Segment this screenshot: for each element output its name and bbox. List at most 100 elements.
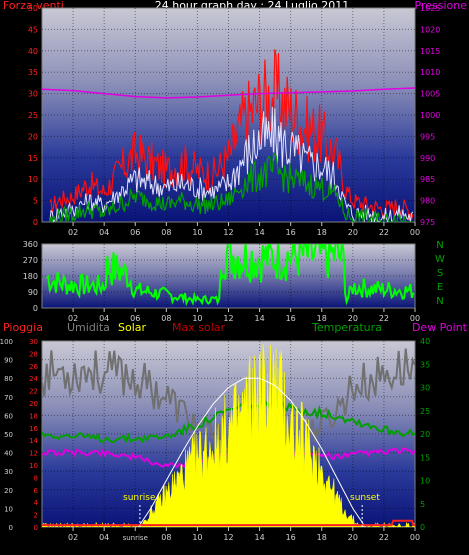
legend-row: Pioggia Umidita Solar Max solar Temperat… — [3, 321, 468, 334]
rain-axis-tick: 10 — [29, 462, 38, 470]
temp-axis-tick: 0 — [420, 523, 425, 532]
rain-axis-tick: 18 — [29, 412, 38, 420]
x-tick-label: 20 — [348, 314, 358, 323]
pressure-axis-tick: 1000 — [420, 111, 440, 120]
rain-axis-tick: 0 — [34, 524, 38, 532]
pressure-axis-tick: 1025 — [420, 4, 440, 13]
rain-axis-tick: 12 — [29, 450, 38, 458]
x-tick-label: 12 — [223, 533, 233, 542]
pressure-axis-tick: 975 — [420, 218, 435, 227]
humidity-label: Umidita — [67, 321, 110, 334]
x-tick-label: 00 — [410, 228, 420, 237]
temp-axis-tick: 20 — [420, 430, 430, 439]
x-tick-label: 08 — [161, 228, 171, 237]
direction-axis-tick: 180 — [23, 272, 38, 281]
wind-axis-tick: 50 — [28, 4, 38, 13]
dew-point-label: Dew Point — [412, 321, 468, 334]
direction-axis-tick: 90 — [28, 288, 38, 297]
humidity-axis-tick: 50 — [4, 431, 13, 439]
x-tick-label: 08 — [161, 533, 171, 542]
rain-axis-tick: 20 — [29, 400, 38, 408]
x-tick-label: 22 — [379, 228, 389, 237]
rain-axis-tick: 6 — [34, 487, 39, 495]
sunrise-annotation: sunrise — [123, 493, 156, 503]
temp-axis-tick: 40 — [420, 337, 430, 346]
x-tick-label: 02 — [68, 314, 78, 323]
rain-axis-tick: 26 — [29, 363, 38, 371]
humidity-axis-tick: 10 — [4, 505, 13, 513]
x-tick-label: 10 — [192, 314, 202, 323]
pressure-axis-tick: 1005 — [420, 90, 440, 99]
x-tick-label: 22 — [379, 314, 389, 323]
compass-label: E — [437, 282, 443, 293]
sunset-annotation: sunset — [350, 493, 380, 503]
humidity-axis-tick: 100 — [0, 338, 13, 346]
pressure-axis-tick: 990 — [420, 154, 435, 163]
wind-axis-tick: 25 — [28, 111, 38, 120]
pressure-axis-tick: 1015 — [420, 47, 440, 56]
x-tick-label: 12 — [223, 228, 233, 237]
direction-axis-tick: 360 — [23, 240, 38, 249]
temp-axis-tick: 30 — [420, 384, 430, 393]
pressure-axis-tick: 995 — [420, 132, 435, 141]
wind-axis-tick: 40 — [28, 47, 38, 56]
x-tick-label: sunrise — [123, 534, 148, 542]
x-tick-label: 18 — [317, 314, 327, 323]
rain-axis-tick: 2 — [34, 512, 38, 520]
x-tick-label: 16 — [286, 314, 296, 323]
pressure-axis-tick: 1020 — [420, 25, 440, 34]
temperature-line — [42, 398, 415, 445]
x-tick-label: 14 — [254, 314, 264, 323]
wind-axis-tick: 0 — [33, 218, 38, 227]
humidity-axis-tick: 90 — [4, 357, 13, 365]
humidity-axis-tick: 60 — [4, 412, 13, 420]
wind-pressure-panel: Forza venti Pressione 051015202530354045… — [3, 0, 467, 237]
rain-axis-tick: 28 — [29, 350, 38, 358]
max-solar-line — [137, 377, 366, 527]
temp-axis-tick: 10 — [420, 477, 430, 486]
pressure-axis-tick: 1010 — [420, 68, 440, 77]
x-tick-label: 04 — [99, 314, 109, 323]
humidity-axis-tick: 40 — [4, 450, 13, 458]
x-tick-label: 22 — [379, 533, 389, 542]
wind_max-line — [49, 49, 414, 221]
x-tick-label: 18 — [317, 533, 327, 542]
rain-axis-tick: 16 — [29, 425, 38, 433]
x-tick-label: 00 — [410, 314, 420, 323]
x-tick-label: 04 — [99, 533, 109, 542]
temp-axis-tick: 5 — [420, 500, 425, 509]
pressure-axis-tick: 980 — [420, 197, 435, 206]
panel2-bg — [41, 243, 416, 309]
x-tick-label: 04 — [99, 228, 109, 237]
temp-axis-tick: 15 — [420, 453, 430, 462]
rain-axis-tick: 22 — [29, 388, 38, 396]
humidity-axis-tick: 20 — [4, 487, 13, 495]
x-tick-label: 10 — [192, 228, 202, 237]
climate-panel: 0102030405060708090100024681012141618202… — [0, 337, 430, 542]
direction-line — [46, 244, 415, 307]
wind-axis-tick: 35 — [28, 68, 38, 77]
pressure-axis-tick: 985 — [420, 175, 435, 184]
rain-axis-tick: 4 — [34, 499, 39, 507]
x-tick-label: 08 — [161, 314, 171, 323]
temp-axis-tick: 35 — [420, 360, 430, 369]
wind-axis-tick: 45 — [28, 25, 38, 34]
rain-axis-tick: 30 — [29, 338, 38, 346]
humidity-axis-tick: 0 — [9, 524, 13, 532]
compass-label: S — [437, 268, 443, 279]
x-tick-label: 14 — [254, 533, 264, 542]
x-tick-label: 16 — [286, 228, 296, 237]
x-tick-label: 20 — [348, 228, 358, 237]
wind_avg-line — [49, 106, 414, 222]
wind-axis-tick: 5 — [33, 197, 38, 206]
pressure-line — [42, 87, 415, 99]
temp-axis-tick: 25 — [420, 407, 430, 416]
wind-axis-tick: 10 — [28, 175, 38, 184]
rain-axis-tick: 8 — [34, 474, 38, 482]
rain-axis-tick: 24 — [29, 375, 38, 383]
solar-area — [42, 344, 415, 527]
x-tick-label: 02 — [68, 228, 78, 237]
humidity-axis-tick: 30 — [4, 468, 13, 476]
